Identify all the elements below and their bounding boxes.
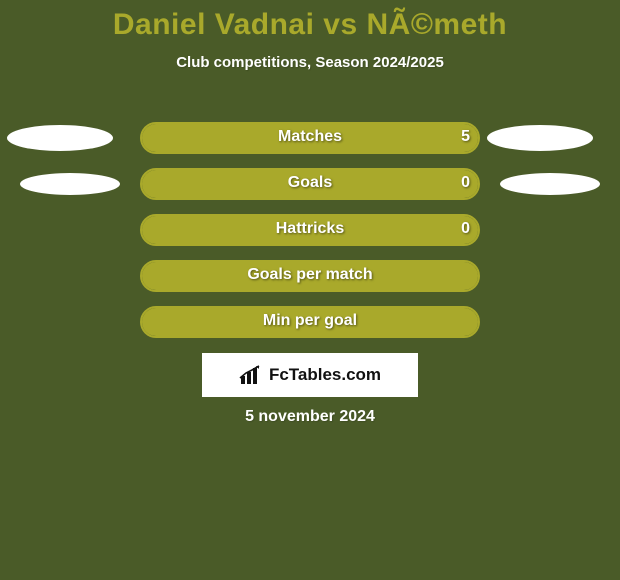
stat-value-right: 0 <box>461 214 470 246</box>
stat-label: Goals per match <box>0 260 620 292</box>
source-logo-text: FcTables.com <box>269 365 381 385</box>
subtitle: Club competitions, Season 2024/2025 <box>0 54 620 71</box>
side-ellipse-right <box>487 125 593 151</box>
comparison-infographic: Daniel Vadnai vs NÃ©meth Club competitio… <box>0 0 620 580</box>
side-ellipse-left <box>7 125 113 151</box>
bars-icon <box>239 364 265 386</box>
stat-row-goals-per-match: Goals per match <box>0 260 620 306</box>
side-ellipse-left <box>20 173 120 195</box>
date-text: 5 november 2024 <box>0 408 620 426</box>
source-logo: FcTables.com <box>239 364 381 386</box>
stat-rows: Matches 5 Goals 0 Hattricks 0 <box>0 122 620 352</box>
stat-value-right: 5 <box>461 122 470 154</box>
stat-row-min-per-goal: Min per goal <box>0 306 620 352</box>
page-title: Daniel Vadnai vs NÃ©meth <box>0 0 620 42</box>
stat-row-hattricks: Hattricks 0 <box>0 214 620 260</box>
stat-label: Hattricks <box>0 214 620 246</box>
source-logo-box: FcTables.com <box>202 353 418 397</box>
stat-label: Min per goal <box>0 306 620 338</box>
side-ellipse-right <box>500 173 600 195</box>
stat-value-right: 0 <box>461 168 470 200</box>
